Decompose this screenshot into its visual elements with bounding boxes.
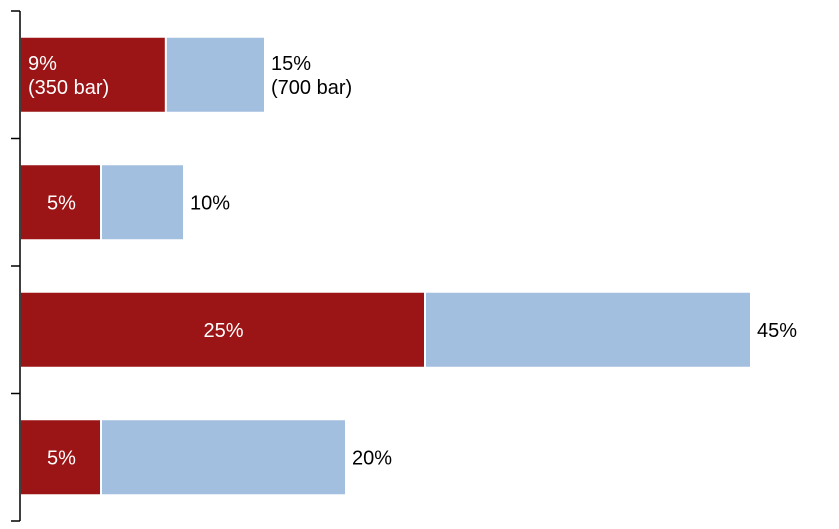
bar-segment-secondary xyxy=(102,165,183,240)
data-label: (350 bar) xyxy=(28,77,109,99)
data-label: 25% xyxy=(203,320,243,342)
data-label: 5% xyxy=(47,192,76,214)
bar-segment-primary xyxy=(21,37,165,112)
data-label: (700 bar) xyxy=(271,77,352,99)
data-label: 15% xyxy=(271,53,311,75)
data-label: 5% xyxy=(47,447,76,469)
data-label: 9% xyxy=(28,53,57,75)
bar-segment-secondary xyxy=(426,292,750,367)
bar-segment-primary xyxy=(21,165,100,240)
data-label: 45% xyxy=(757,320,797,342)
bar-segment-secondary xyxy=(102,420,345,495)
bar-segment-primary xyxy=(21,420,100,495)
bar-segment-secondary xyxy=(166,37,264,112)
data-label: 20% xyxy=(352,447,392,469)
data-label: 10% xyxy=(190,192,230,214)
bar-segment-primary xyxy=(21,292,424,367)
